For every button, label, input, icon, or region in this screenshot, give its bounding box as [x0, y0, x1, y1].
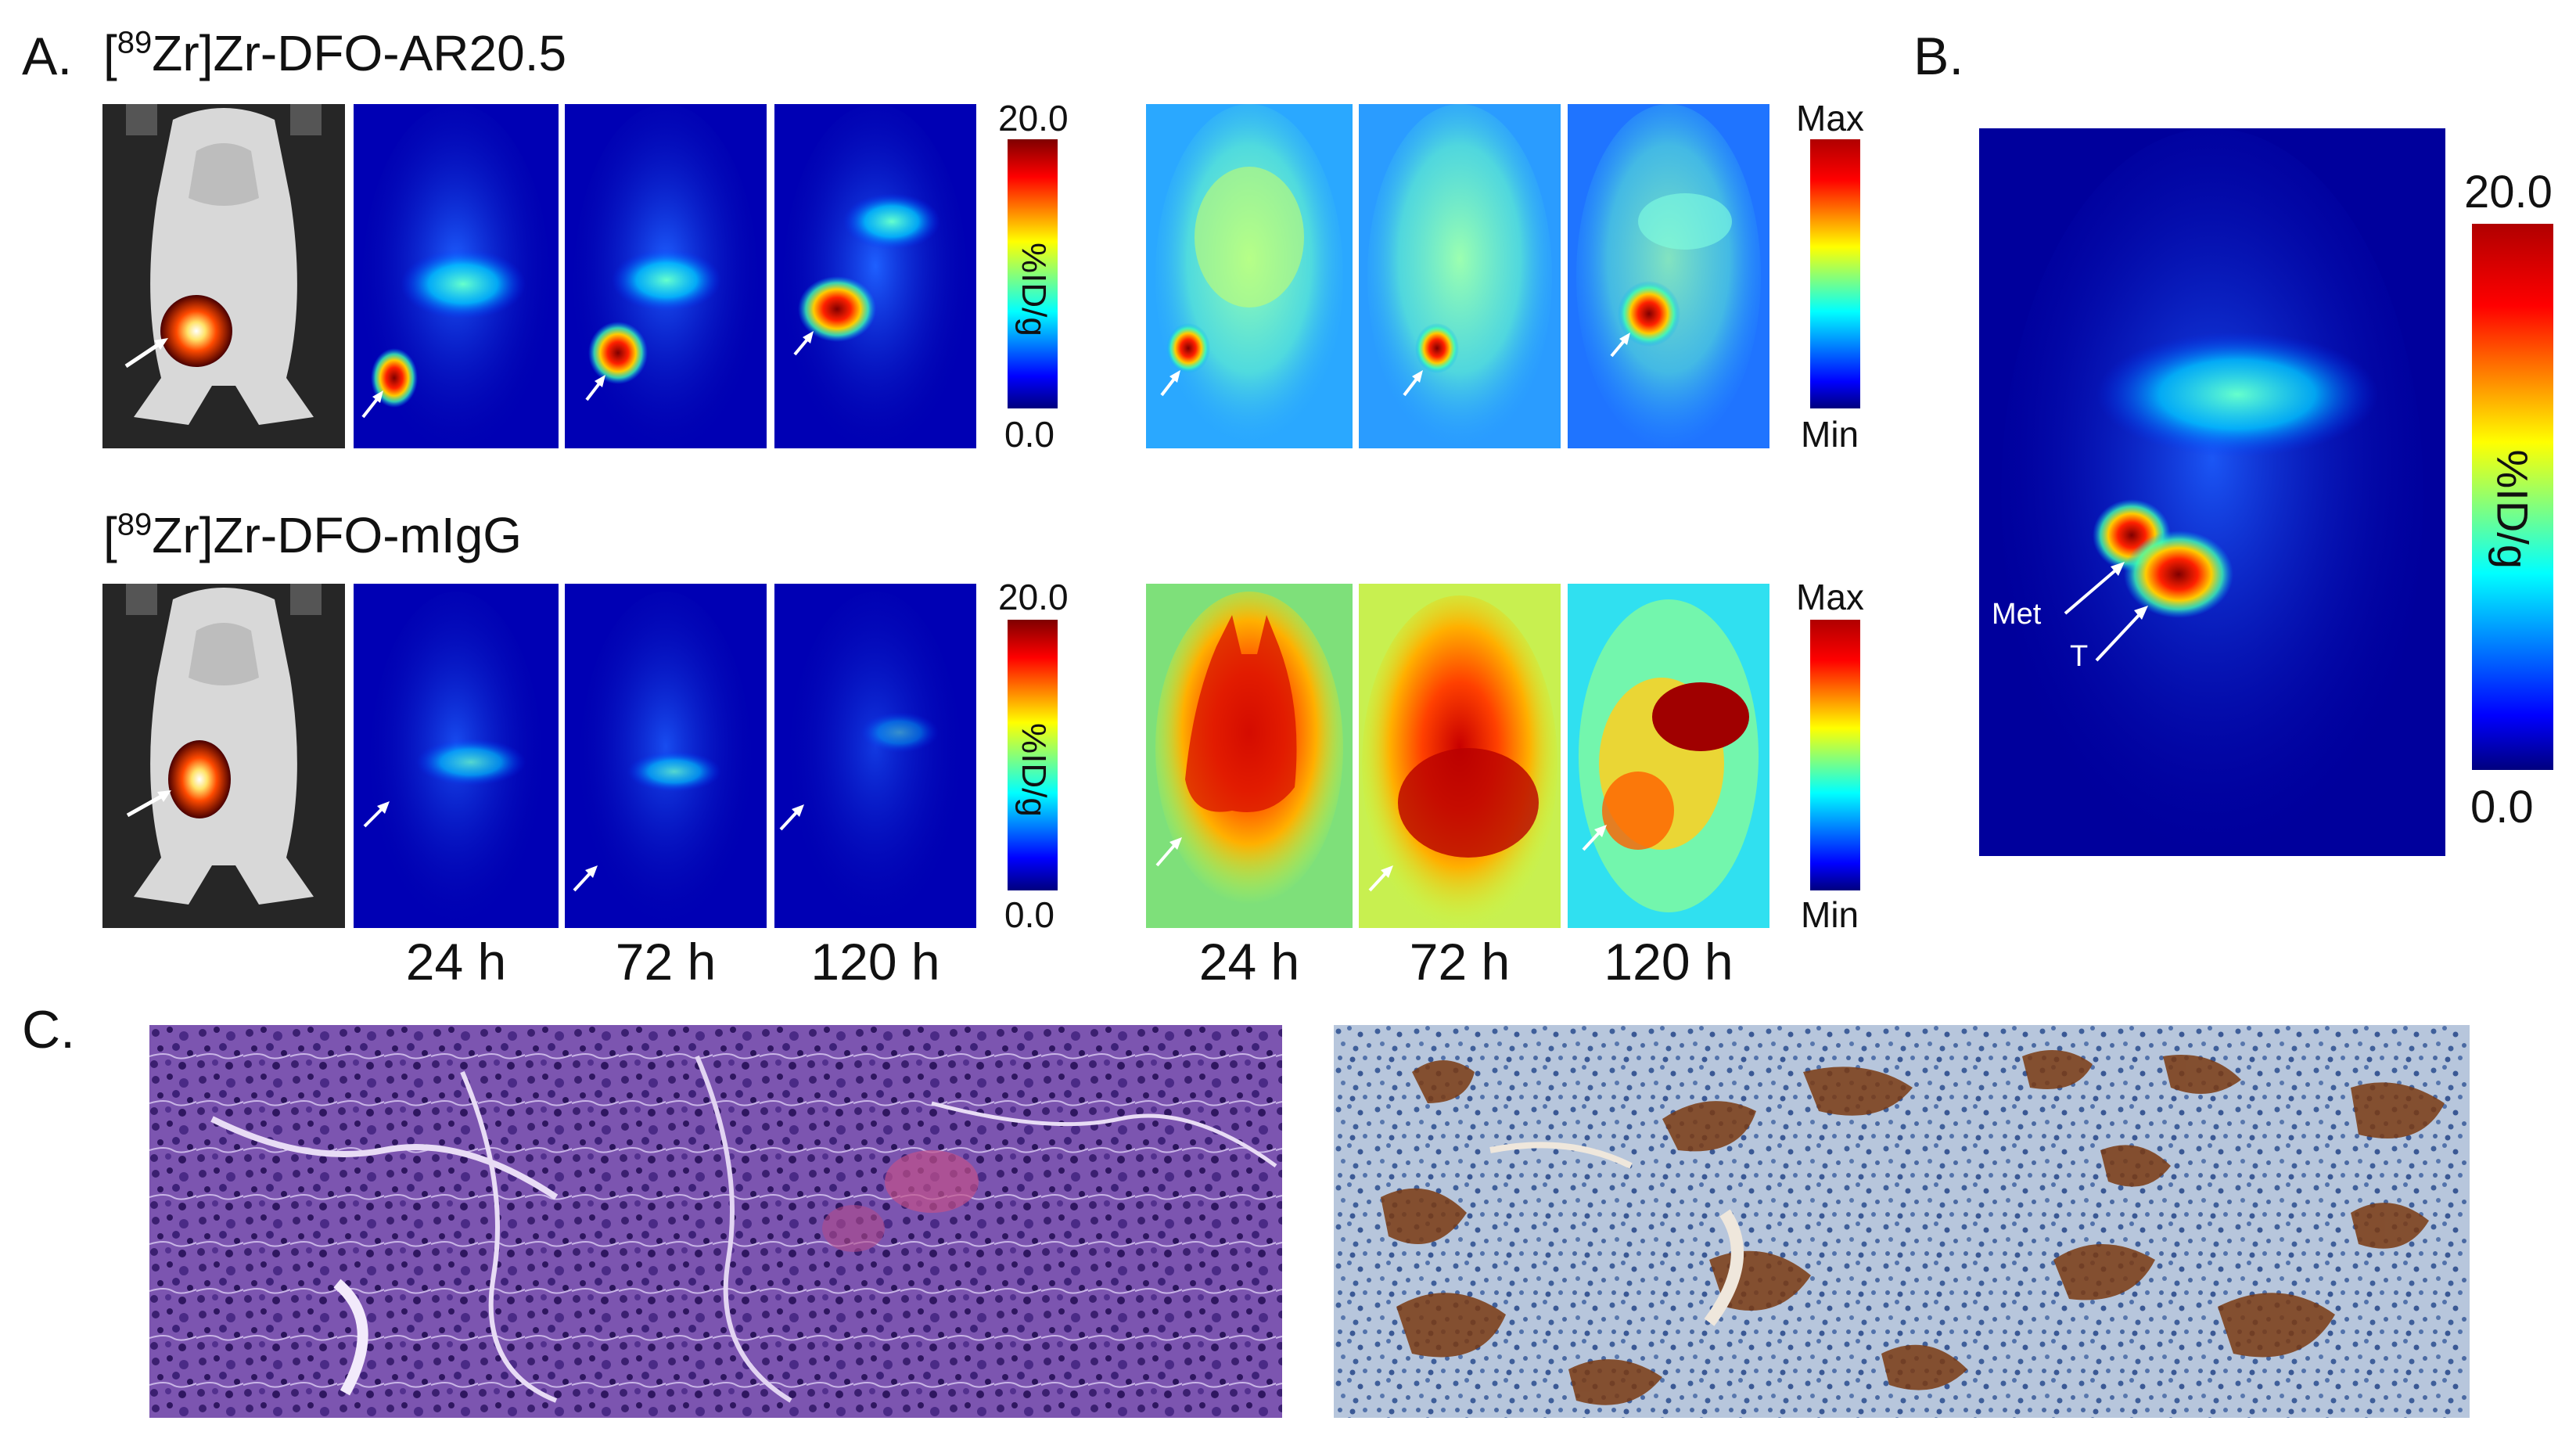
probe2-isotope-superscript: 89 — [117, 507, 153, 542]
colorbar-b — [2472, 224, 2553, 770]
probe1-title: [89Zr]Zr-DFO-AR20.5 — [103, 25, 567, 81]
colorbar-rel-row1-min: Min — [1801, 414, 1859, 455]
colorbar-abs-row2-max: 20.0 — [998, 577, 1069, 617]
bioluminescence-spot — [168, 740, 231, 818]
time-label-24h-relative: 24 h — [1198, 933, 1300, 991]
colorbar-abs-row2 — [1008, 620, 1058, 890]
colorbar-rel-row1-max: Max — [1796, 98, 1864, 138]
mouse-photo-row2 — [102, 584, 345, 928]
colorbar-abs-row2-unit: %ID/g — [1015, 723, 1053, 817]
pet-migg-24h — [354, 584, 559, 928]
time-label-72h: 72 h — [615, 933, 717, 991]
pet-migg-24h-relative — [1146, 584, 1353, 928]
annotation-tumor: T — [2070, 640, 2089, 673]
probe2-bracket: [ — [103, 507, 117, 563]
pet-ar-120h — [774, 104, 976, 448]
time-label-120h: 120 h — [810, 933, 940, 991]
pet-ar-72h — [565, 104, 767, 448]
pet-migg-72h-relative — [1359, 584, 1561, 928]
time-label-24h: 24 h — [405, 933, 507, 991]
probe1-name: Zr]Zr-DFO-AR20.5 — [152, 25, 567, 81]
colorbar-rel-row2-min: Min — [1801, 894, 1859, 935]
annotation-met: Met — [1992, 598, 2042, 631]
colorbar-b-unit: %ID/g — [2488, 449, 2538, 570]
colorbar-abs-row2-min: 0.0 — [1004, 894, 1054, 935]
pet-ar-24h — [354, 104, 559, 448]
colorbar-abs-row1-max: 20.0 — [998, 98, 1069, 138]
he-stain-micrograph — [149, 1025, 1282, 1418]
bioluminescence-spot — [160, 295, 232, 367]
panel-b-label: B. — [1913, 27, 1964, 86]
probe2-title: [89Zr]Zr-DFO-mIgG — [103, 507, 523, 563]
pet-ar-120h-relative — [1568, 104, 1769, 448]
pet-large-view — [1979, 128, 2445, 856]
pet-migg-120h — [774, 584, 976, 928]
pet-migg-120h-relative — [1568, 584, 1769, 928]
probe1-bracket: [ — [103, 25, 117, 81]
pet-migg-72h — [565, 584, 767, 928]
panel-c-label: C. — [22, 1000, 75, 1059]
probe2-name: Zr]Zr-DFO-mIgG — [152, 507, 523, 563]
colorbar-rel-row2 — [1810, 620, 1860, 890]
time-label-120h-relative: 120 h — [1604, 933, 1734, 991]
colorbar-abs-row1-min: 0.0 — [1004, 414, 1054, 455]
probe1-isotope-superscript: 89 — [117, 25, 153, 60]
pet-ar-24h-relative — [1146, 104, 1353, 448]
panel-a-label: A. — [22, 27, 73, 86]
mouse-photo-row1 — [102, 104, 345, 448]
time-label-72h-relative: 72 h — [1409, 933, 1511, 991]
colorbar-rel-row1 — [1810, 139, 1860, 408]
colorbar-abs-row1-unit: %ID/g — [1015, 243, 1053, 336]
colorbar-b-max: 20.0 — [2464, 167, 2553, 218]
ihc-stain-micrograph — [1334, 1025, 2470, 1418]
colorbar-rel-row2-max: Max — [1796, 577, 1864, 617]
pet-ar-72h-relative — [1359, 104, 1561, 448]
colorbar-abs-row1 — [1008, 139, 1058, 408]
colorbar-b-min: 0.0 — [2470, 782, 2534, 833]
